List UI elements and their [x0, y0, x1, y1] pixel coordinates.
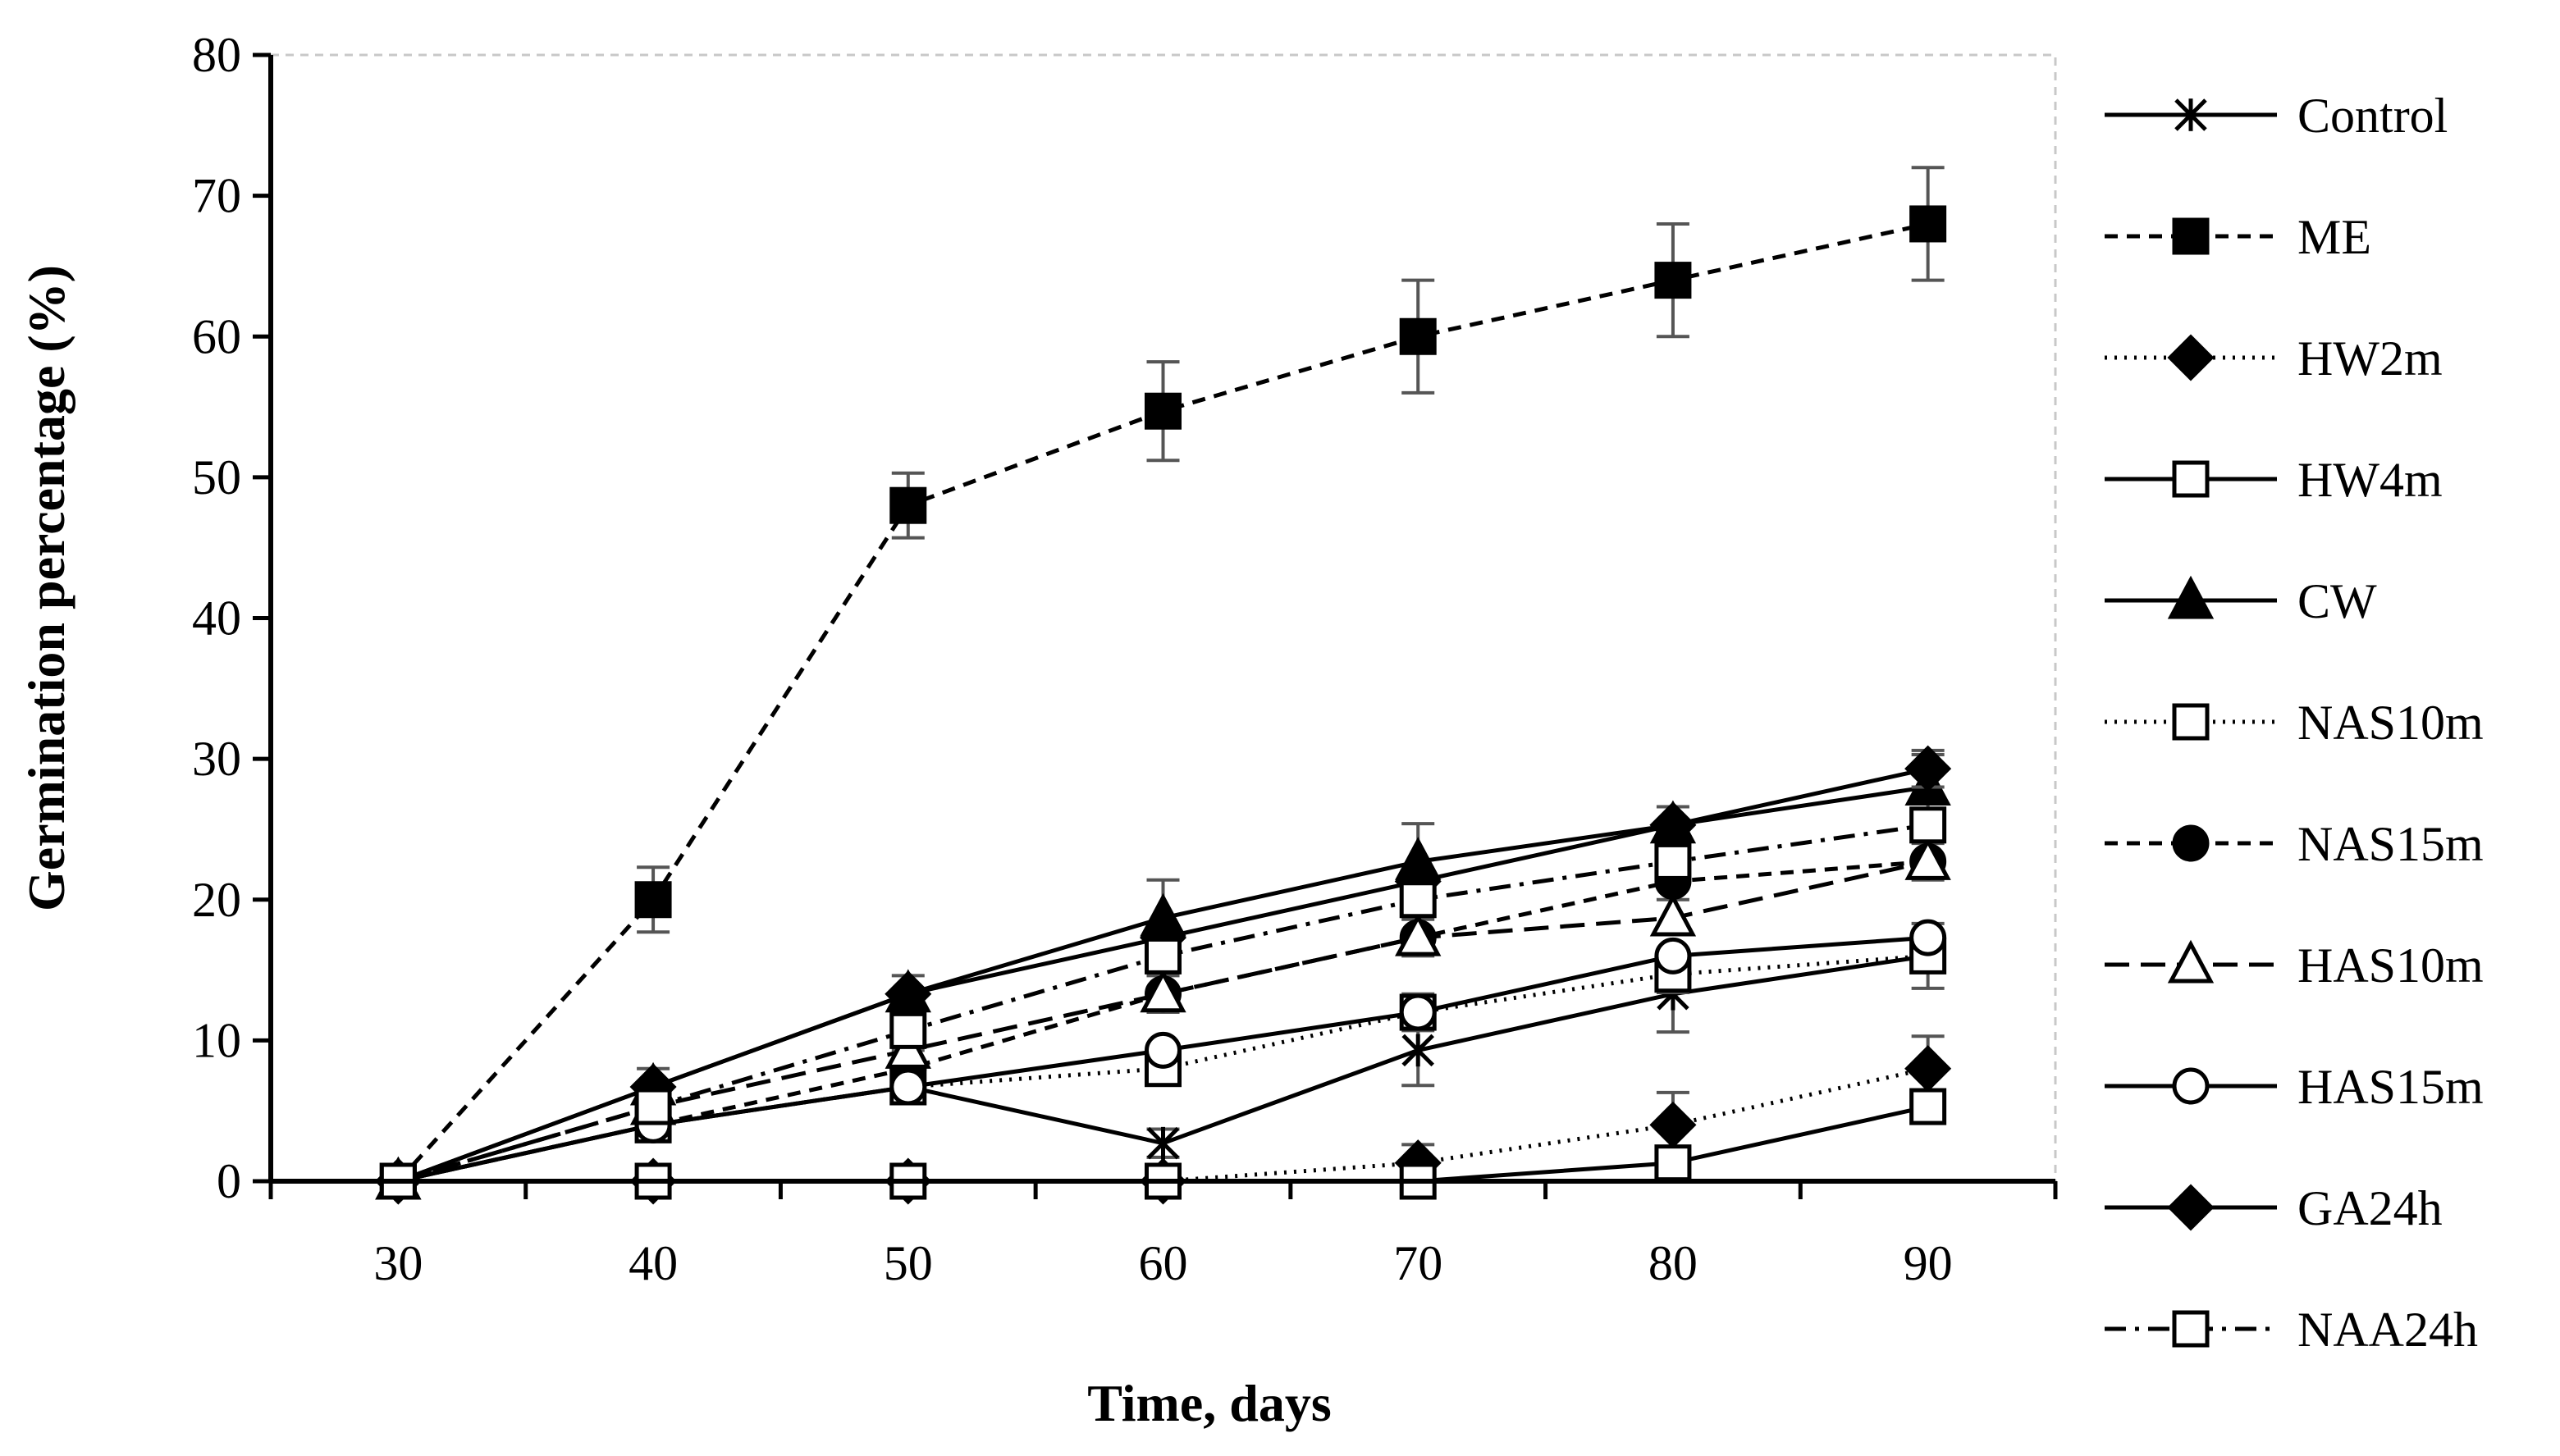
y-axis-title: Germination percentage (%) — [17, 265, 75, 911]
point-has10m-80 — [1649, 892, 1697, 937]
legend-label-ga24h: GA24h — [2297, 1181, 2443, 1235]
legend-item-hw4m: HW4m — [2105, 453, 2443, 507]
legend-label-hw2m: HW2m — [2297, 331, 2443, 386]
point-ga24h-90 — [1904, 745, 1952, 792]
y-tick-label-40: 40 — [192, 591, 241, 646]
point-me-50 — [889, 486, 927, 524]
point-naa24h-90 — [1909, 806, 1947, 844]
point-hw4m-80 — [1654, 1144, 1692, 1182]
legend-label-nas15m: NAS15m — [2297, 817, 2484, 871]
y-tick-label-10: 10 — [192, 1013, 241, 1067]
legend-item-has15m: HAS15m — [2105, 1060, 2484, 1114]
point-naa24h-70 — [1399, 881, 1437, 919]
point-naa24h-60 — [1145, 937, 1182, 974]
point-hw2m-80 — [1649, 1101, 1697, 1148]
legend-item-nas10m: NAS10m — [2105, 696, 2484, 750]
y-tick-label-50: 50 — [192, 450, 241, 504]
point-me-80 — [1654, 262, 1692, 299]
point-naa24h-40 — [634, 1088, 672, 1125]
legend-marker-cw — [2167, 575, 2215, 619]
legend-item-cw: CW — [2105, 574, 2377, 628]
point-has10m-60 — [1140, 969, 1186, 1013]
point-has15m-70 — [1399, 993, 1437, 1031]
legend-marker-naa24h — [2172, 1310, 2210, 1348]
point-hw4m-90 — [1909, 1088, 1947, 1125]
point-me-90 — [1909, 205, 1947, 243]
x-axis-title: Time, days — [1087, 1374, 1332, 1432]
legend-marker-hw4m — [2172, 460, 2210, 498]
legend-item-control: Control — [2105, 89, 2448, 143]
point-naa24h-50 — [889, 1011, 927, 1049]
point-naa24h-80 — [1654, 842, 1692, 880]
point-has15m-50 — [889, 1068, 927, 1106]
y-tick-label-30: 30 — [192, 732, 241, 786]
legend-label-naa24h: NAA24h — [2297, 1303, 2478, 1357]
point-has15m-80 — [1654, 937, 1692, 974]
legend-marker-hw2m — [2167, 334, 2215, 381]
point-me-60 — [1145, 392, 1182, 430]
y-tick-label-60: 60 — [192, 309, 241, 363]
y-tick-label-0: 0 — [217, 1154, 241, 1208]
point-me-40 — [634, 881, 672, 919]
plot-frame — [271, 53, 2057, 1181]
legend-marker-has15m — [2172, 1067, 2210, 1105]
point-me-70 — [1399, 317, 1437, 355]
point-has10m-90 — [1904, 837, 1951, 880]
point-has15m-60 — [1145, 1031, 1182, 1069]
legend: Control ME HW2m HW4m CW NAS10m NAS15m HAS10m HAS… — [2105, 89, 2484, 1357]
x-tick-label-50: 50 — [884, 1236, 933, 1290]
x-tick-label-90: 90 — [1904, 1236, 1953, 1290]
legend-item-hw2m: HW2m — [2105, 331, 2443, 386]
legend-item-me: ME — [2105, 210, 2371, 264]
legend-marker-nas10m — [2172, 703, 2210, 741]
x-tick-label-70: 70 — [1393, 1236, 1442, 1290]
legend-marker-me — [2172, 217, 2210, 255]
x-tick-label-80: 80 — [1648, 1236, 1698, 1290]
legend-item-nas15m: NAS15m — [2105, 817, 2484, 871]
y-tick-label-20: 20 — [192, 873, 241, 927]
point-control-70 — [1401, 1034, 1434, 1067]
plot-area — [271, 53, 2057, 1205]
y-tick-label-80: 80 — [192, 28, 241, 82]
x-tick-label-40: 40 — [629, 1236, 678, 1290]
legend-item-ga24h: GA24h — [2105, 1181, 2443, 1235]
series-naa24h — [379, 806, 1947, 1200]
point-hw2m-90 — [1904, 1045, 1952, 1093]
legend-label-me: ME — [2297, 210, 2371, 264]
y-tick-label-70: 70 — [192, 169, 241, 223]
legend-marker-control — [2174, 98, 2207, 131]
y-axis: 0 10 20 30 40 50 60 70 80 — [192, 28, 273, 1208]
legend-label-nas10m: NAS10m — [2297, 696, 2484, 750]
legend-marker-ga24h — [2167, 1184, 2215, 1231]
legend-label-control: Control — [2297, 89, 2448, 143]
x-tick-label-30: 30 — [373, 1236, 423, 1290]
legend-item-naa24h: NAA24h — [2105, 1303, 2478, 1357]
point-has10m-70 — [1395, 912, 1442, 956]
x-tick-label-60: 60 — [1139, 1236, 1188, 1290]
legend-label-has15m: HAS15m — [2297, 1060, 2484, 1114]
legend-label-has10m: HAS10m — [2297, 938, 2484, 993]
legend-marker-nas15m — [2172, 824, 2210, 862]
legend-marker-has10m — [2167, 939, 2215, 984]
x-axis: 30 40 50 60 70 80 90 — [268, 1179, 2058, 1290]
point-control-60 — [1146, 1126, 1180, 1160]
legend-label-cw: CW — [2297, 574, 2377, 628]
legend-label-hw4m: HW4m — [2297, 453, 2443, 507]
point-has15m-90 — [1909, 919, 1947, 956]
legend-item-has10m: HAS10m — [2105, 938, 2484, 993]
